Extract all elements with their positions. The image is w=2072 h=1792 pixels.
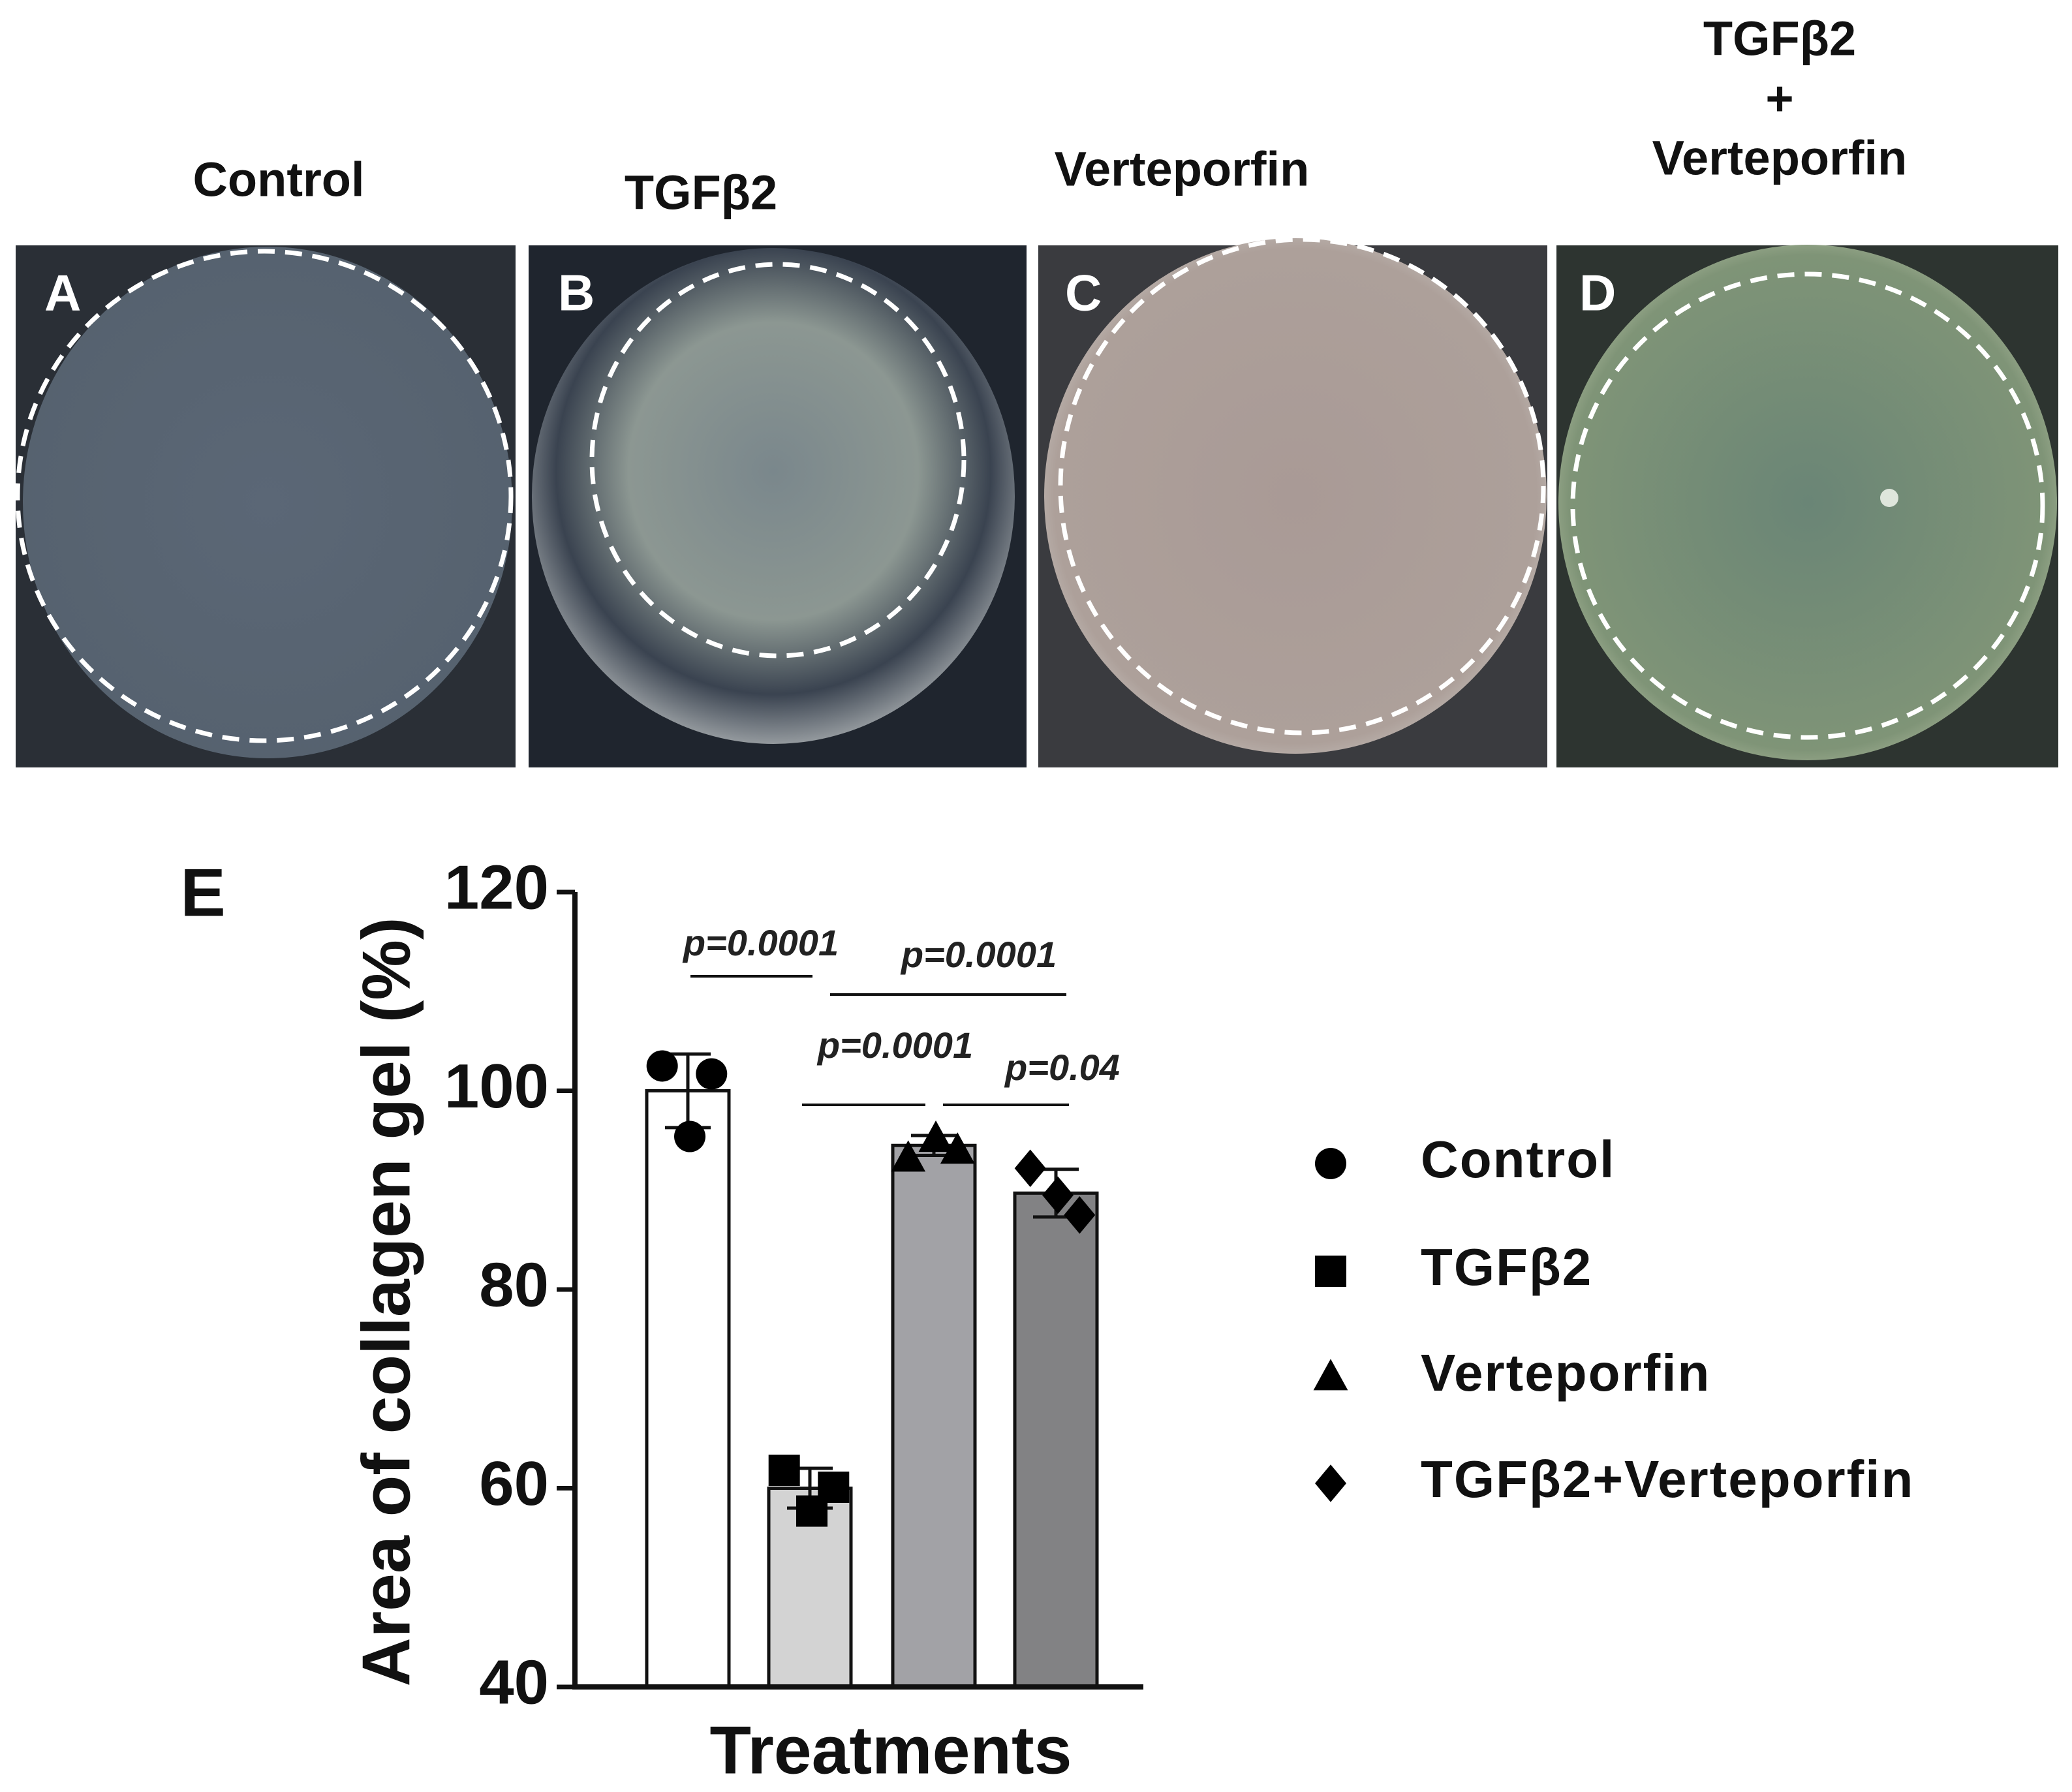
y-tick-label: 40 <box>479 1647 549 1717</box>
bar <box>891 1143 977 1689</box>
panel-letter: E <box>180 855 225 931</box>
photos <box>15 237 2058 767</box>
dashed-circle <box>15 249 514 743</box>
bubble <box>1880 489 1898 507</box>
panel-letter: C <box>1065 264 1102 322</box>
dashed-circle <box>589 262 966 658</box>
y-tick-label: 60 <box>479 1449 549 1519</box>
bar <box>645 1089 731 1689</box>
point <box>674 1120 706 1152</box>
panel-title: TGFβ2 <box>1703 12 1856 66</box>
legend-label: TGFβ2 <box>1421 1238 1592 1296</box>
point <box>646 1050 678 1082</box>
dashed-circle <box>1570 271 2045 740</box>
bar <box>1013 1191 1099 1689</box>
y-tick-label: 120 <box>444 852 549 922</box>
legend-marker <box>1313 1359 1348 1391</box>
panel-letter: D <box>1579 264 1616 322</box>
point <box>918 1120 953 1152</box>
annotation: p=0.04 <box>1004 1047 1120 1088</box>
legend-marker <box>1315 1464 1346 1502</box>
point <box>1014 1149 1046 1188</box>
point <box>1064 1196 1096 1234</box>
legend-label: Control <box>1421 1130 1615 1188</box>
well <box>1044 238 1547 754</box>
y-axis-label: Area of collagen gel (%) <box>348 918 424 1687</box>
annotation: p=0.0001 <box>682 922 839 963</box>
well <box>1558 245 2057 760</box>
point <box>818 1471 850 1503</box>
legend-marker <box>1315 1148 1346 1179</box>
legend-marker <box>1315 1256 1346 1287</box>
y-tick-label: 80 <box>479 1250 549 1320</box>
panel-title: Verteporfin <box>1652 131 1908 185</box>
point <box>940 1132 975 1164</box>
point <box>696 1058 728 1090</box>
y-tick-label: 100 <box>444 1051 549 1121</box>
annotation: p=0.0001 <box>900 934 1057 975</box>
panel-letter: B <box>558 264 595 322</box>
point <box>768 1455 800 1487</box>
point <box>891 1140 926 1172</box>
panel-title: Control <box>193 153 364 207</box>
point <box>1042 1176 1074 1214</box>
annotation: p=0.0001 <box>816 1025 973 1066</box>
legend-label: Verteporfin <box>1421 1344 1710 1402</box>
panel-title: TGFβ2 <box>625 166 777 220</box>
well <box>532 248 1015 744</box>
panel-title: + <box>1765 72 1793 126</box>
panel-letter: A <box>44 264 81 322</box>
legend-label: TGFβ2+Verteporfin <box>1421 1450 1914 1508</box>
panel-title: Verteporfin <box>1055 142 1310 196</box>
well <box>23 247 512 758</box>
x-axis-label: Treatments <box>710 1712 1072 1788</box>
axes <box>572 892 1143 1690</box>
dashed-circle <box>1058 237 1546 735</box>
